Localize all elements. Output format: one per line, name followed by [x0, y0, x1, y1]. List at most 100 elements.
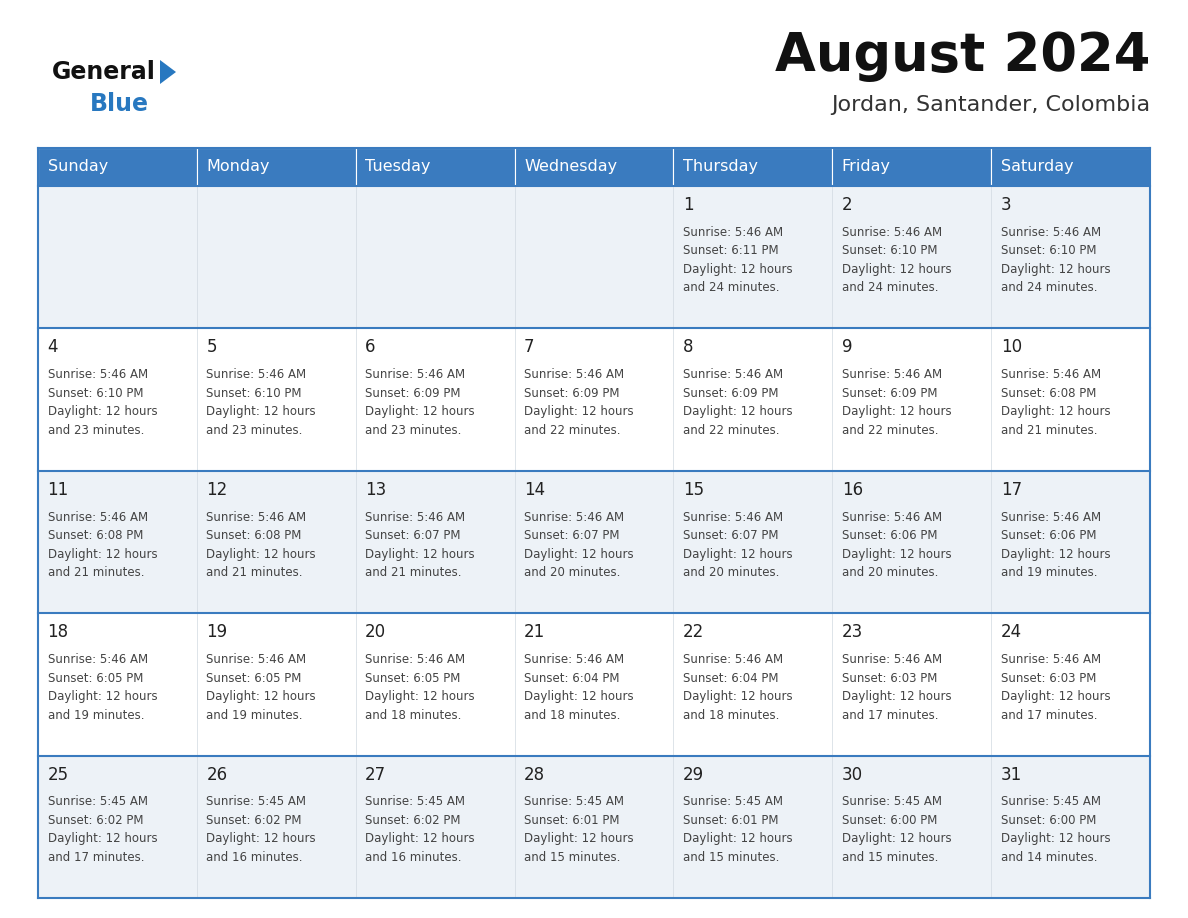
Text: Sunrise: 5:46 AM
Sunset: 6:04 PM
Daylight: 12 hours
and 18 minutes.: Sunrise: 5:46 AM Sunset: 6:04 PM Dayligh…: [524, 653, 633, 722]
Bar: [197, 329, 355, 471]
Bar: [38, 148, 197, 186]
Bar: [514, 471, 674, 613]
Bar: [674, 186, 833, 329]
Text: Sunrise: 5:46 AM
Sunset: 6:07 PM
Daylight: 12 hours
and 20 minutes.: Sunrise: 5:46 AM Sunset: 6:07 PM Dayligh…: [524, 510, 633, 579]
Text: Sunrise: 5:46 AM
Sunset: 6:09 PM
Daylight: 12 hours
and 22 minutes.: Sunrise: 5:46 AM Sunset: 6:09 PM Dayligh…: [524, 368, 633, 437]
Text: Sunrise: 5:45 AM
Sunset: 6:00 PM
Daylight: 12 hours
and 15 minutes.: Sunrise: 5:45 AM Sunset: 6:00 PM Dayligh…: [842, 796, 952, 864]
Text: 5: 5: [207, 339, 217, 356]
Bar: [355, 756, 514, 898]
Bar: [833, 471, 991, 613]
Text: 17: 17: [1000, 481, 1022, 498]
Text: Sunrise: 5:45 AM
Sunset: 6:00 PM
Daylight: 12 hours
and 14 minutes.: Sunrise: 5:45 AM Sunset: 6:00 PM Dayligh…: [1000, 796, 1111, 864]
Text: 28: 28: [524, 766, 545, 784]
Bar: [991, 756, 1150, 898]
Text: Sunrise: 5:46 AM
Sunset: 6:05 PM
Daylight: 12 hours
and 18 minutes.: Sunrise: 5:46 AM Sunset: 6:05 PM Dayligh…: [365, 653, 475, 722]
Text: Thursday: Thursday: [683, 160, 758, 174]
Text: 10: 10: [1000, 339, 1022, 356]
Text: 8: 8: [683, 339, 694, 356]
Text: Sunrise: 5:46 AM
Sunset: 6:09 PM
Daylight: 12 hours
and 22 minutes.: Sunrise: 5:46 AM Sunset: 6:09 PM Dayligh…: [683, 368, 792, 437]
Bar: [833, 148, 991, 186]
Text: Sunrise: 5:46 AM
Sunset: 6:03 PM
Daylight: 12 hours
and 17 minutes.: Sunrise: 5:46 AM Sunset: 6:03 PM Dayligh…: [1000, 653, 1111, 722]
Text: 7: 7: [524, 339, 535, 356]
Text: 30: 30: [842, 766, 862, 784]
Text: Sunrise: 5:46 AM
Sunset: 6:03 PM
Daylight: 12 hours
and 17 minutes.: Sunrise: 5:46 AM Sunset: 6:03 PM Dayligh…: [842, 653, 952, 722]
Bar: [197, 613, 355, 756]
Bar: [38, 471, 197, 613]
Text: 18: 18: [48, 623, 69, 641]
Text: Sunrise: 5:46 AM
Sunset: 6:10 PM
Daylight: 12 hours
and 23 minutes.: Sunrise: 5:46 AM Sunset: 6:10 PM Dayligh…: [207, 368, 316, 437]
Text: Sunrise: 5:46 AM
Sunset: 6:06 PM
Daylight: 12 hours
and 20 minutes.: Sunrise: 5:46 AM Sunset: 6:06 PM Dayligh…: [842, 510, 952, 579]
Text: August 2024: August 2024: [775, 30, 1150, 82]
Text: Sunrise: 5:46 AM
Sunset: 6:07 PM
Daylight: 12 hours
and 21 minutes.: Sunrise: 5:46 AM Sunset: 6:07 PM Dayligh…: [365, 510, 475, 579]
Text: 23: 23: [842, 623, 862, 641]
Text: Sunrise: 5:46 AM
Sunset: 6:09 PM
Daylight: 12 hours
and 23 minutes.: Sunrise: 5:46 AM Sunset: 6:09 PM Dayligh…: [365, 368, 475, 437]
Text: Sunrise: 5:45 AM
Sunset: 6:02 PM
Daylight: 12 hours
and 16 minutes.: Sunrise: 5:45 AM Sunset: 6:02 PM Dayligh…: [207, 796, 316, 864]
Bar: [674, 329, 833, 471]
Text: Wednesday: Wednesday: [524, 160, 618, 174]
Text: 20: 20: [365, 623, 386, 641]
Bar: [38, 329, 197, 471]
Bar: [197, 471, 355, 613]
Text: Sunrise: 5:46 AM
Sunset: 6:09 PM
Daylight: 12 hours
and 22 minutes.: Sunrise: 5:46 AM Sunset: 6:09 PM Dayligh…: [842, 368, 952, 437]
Text: 31: 31: [1000, 766, 1022, 784]
Text: Sunrise: 5:46 AM
Sunset: 6:08 PM
Daylight: 12 hours
and 21 minutes.: Sunrise: 5:46 AM Sunset: 6:08 PM Dayligh…: [207, 510, 316, 579]
Bar: [991, 148, 1150, 186]
Bar: [514, 186, 674, 329]
Text: 2: 2: [842, 196, 853, 214]
Text: General: General: [52, 60, 156, 84]
Text: Sunrise: 5:46 AM
Sunset: 6:07 PM
Daylight: 12 hours
and 20 minutes.: Sunrise: 5:46 AM Sunset: 6:07 PM Dayligh…: [683, 510, 792, 579]
Bar: [38, 756, 197, 898]
Text: Sunrise: 5:46 AM
Sunset: 6:05 PM
Daylight: 12 hours
and 19 minutes.: Sunrise: 5:46 AM Sunset: 6:05 PM Dayligh…: [207, 653, 316, 722]
Text: Sunday: Sunday: [48, 160, 108, 174]
Text: 26: 26: [207, 766, 228, 784]
Bar: [991, 329, 1150, 471]
Bar: [833, 186, 991, 329]
Text: Sunrise: 5:46 AM
Sunset: 6:10 PM
Daylight: 12 hours
and 23 minutes.: Sunrise: 5:46 AM Sunset: 6:10 PM Dayligh…: [48, 368, 157, 437]
Bar: [674, 148, 833, 186]
Bar: [833, 756, 991, 898]
Bar: [197, 148, 355, 186]
Text: Blue: Blue: [90, 92, 148, 116]
Bar: [991, 186, 1150, 329]
Text: Monday: Monday: [207, 160, 270, 174]
Bar: [355, 471, 514, 613]
Bar: [197, 186, 355, 329]
Text: Sunrise: 5:46 AM
Sunset: 6:08 PM
Daylight: 12 hours
and 21 minutes.: Sunrise: 5:46 AM Sunset: 6:08 PM Dayligh…: [1000, 368, 1111, 437]
Text: 25: 25: [48, 766, 69, 784]
Text: Tuesday: Tuesday: [365, 160, 431, 174]
Text: Sunrise: 5:46 AM
Sunset: 6:04 PM
Daylight: 12 hours
and 18 minutes.: Sunrise: 5:46 AM Sunset: 6:04 PM Dayligh…: [683, 653, 792, 722]
Bar: [514, 756, 674, 898]
Text: Sunrise: 5:45 AM
Sunset: 6:02 PM
Daylight: 12 hours
and 17 minutes.: Sunrise: 5:45 AM Sunset: 6:02 PM Dayligh…: [48, 796, 157, 864]
Text: Jordan, Santander, Colombia: Jordan, Santander, Colombia: [830, 95, 1150, 115]
Bar: [355, 186, 514, 329]
Text: 1: 1: [683, 196, 694, 214]
Bar: [355, 329, 514, 471]
Text: 24: 24: [1000, 623, 1022, 641]
Bar: [514, 148, 674, 186]
Text: 14: 14: [524, 481, 545, 498]
Text: 27: 27: [365, 766, 386, 784]
Text: Friday: Friday: [842, 160, 891, 174]
Bar: [674, 756, 833, 898]
Bar: [674, 471, 833, 613]
Text: 19: 19: [207, 623, 228, 641]
Bar: [833, 613, 991, 756]
Text: 6: 6: [365, 339, 375, 356]
Bar: [355, 148, 514, 186]
Bar: [833, 329, 991, 471]
Polygon shape: [160, 60, 176, 84]
Bar: [514, 613, 674, 756]
Bar: [355, 613, 514, 756]
Bar: [514, 329, 674, 471]
Text: 15: 15: [683, 481, 704, 498]
Text: Saturday: Saturday: [1000, 160, 1073, 174]
Text: 9: 9: [842, 339, 852, 356]
Bar: [991, 613, 1150, 756]
Bar: [38, 613, 197, 756]
Text: Sunrise: 5:45 AM
Sunset: 6:01 PM
Daylight: 12 hours
and 15 minutes.: Sunrise: 5:45 AM Sunset: 6:01 PM Dayligh…: [524, 796, 633, 864]
Bar: [197, 756, 355, 898]
Bar: [38, 186, 197, 329]
Text: 3: 3: [1000, 196, 1011, 214]
Text: 13: 13: [365, 481, 386, 498]
Text: 11: 11: [48, 481, 69, 498]
